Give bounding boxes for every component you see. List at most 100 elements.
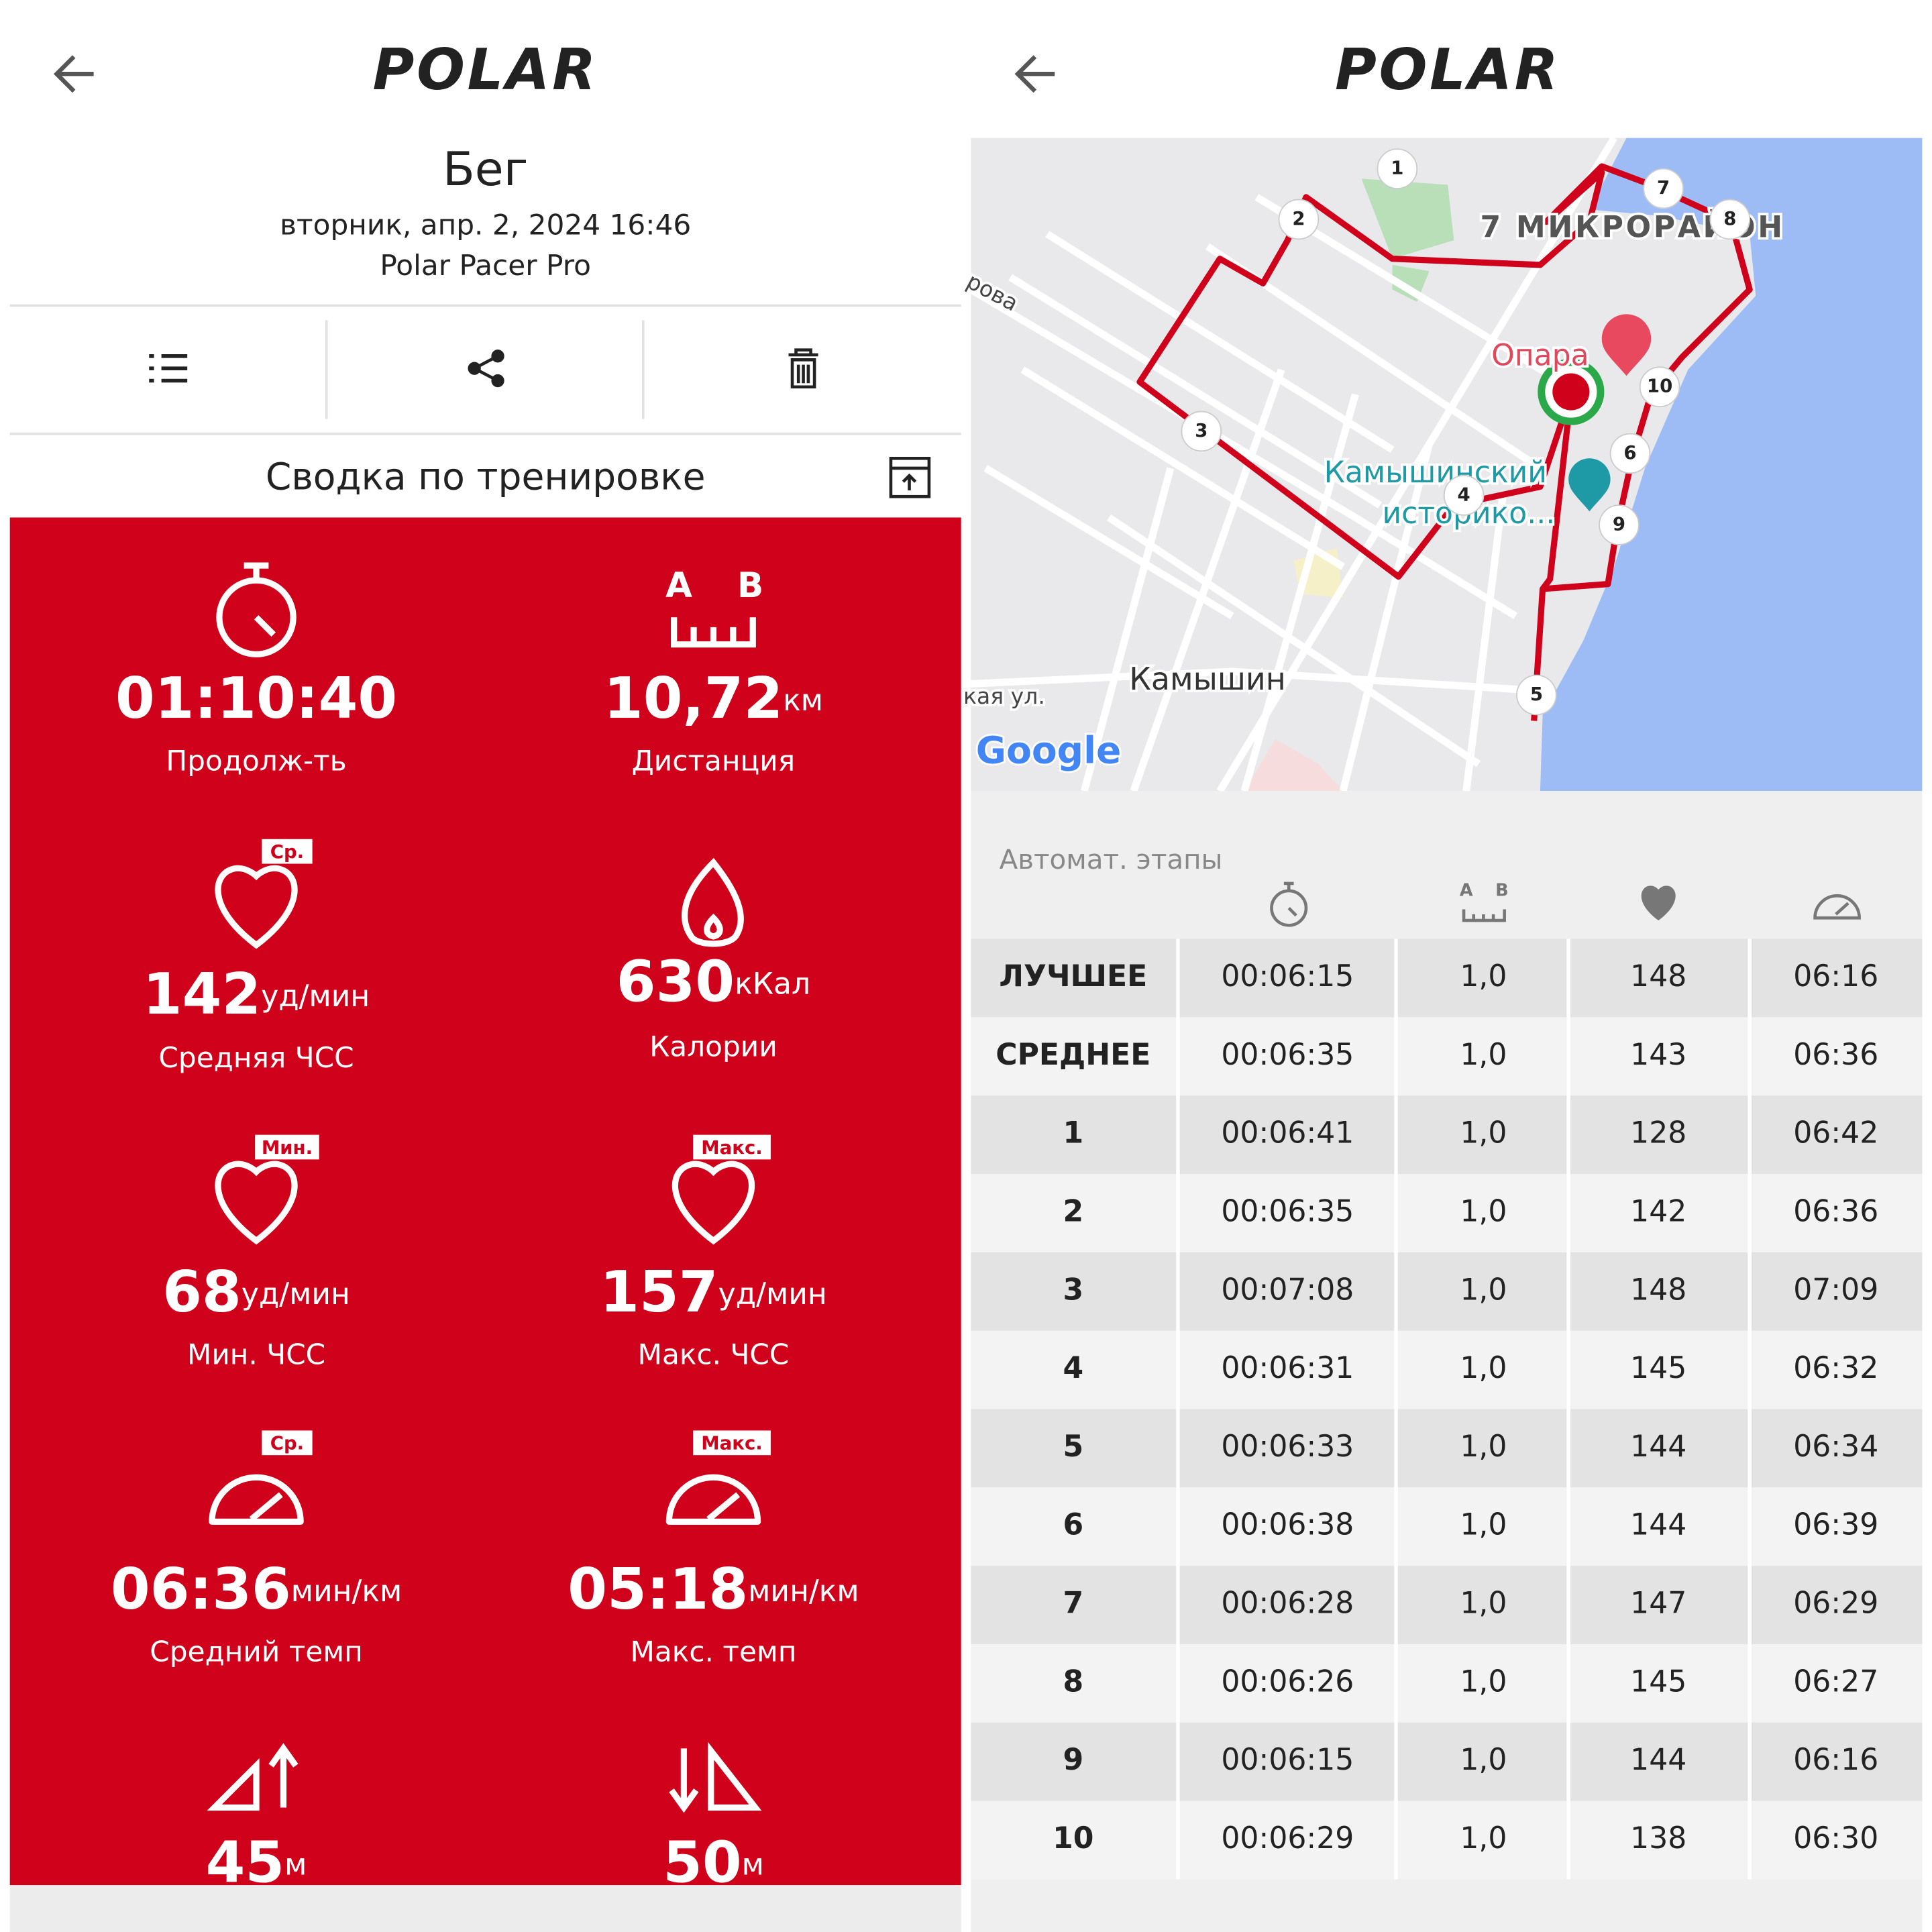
- badge: Ср.: [270, 841, 304, 863]
- stat-value: 45м: [206, 1830, 307, 1896]
- lap-marker-label: 8: [1723, 208, 1736, 229]
- lap-cell: 3: [1063, 1273, 1083, 1307]
- lap-cell: 1,0: [1460, 959, 1507, 994]
- heart-icon: [215, 1161, 298, 1245]
- lap-cell: 145: [1630, 1351, 1686, 1385]
- lap-cell: 06:32: [1793, 1351, 1878, 1385]
- lap-marker-label: 2: [1292, 208, 1305, 229]
- pace-needle: [706, 1492, 741, 1522]
- lap-cell: 00:06:35: [1221, 1038, 1354, 1072]
- lap-row: [971, 1644, 1923, 1723]
- map[interactable]: [969, 136, 1923, 794]
- lap-cell: 6: [1063, 1508, 1083, 1542]
- lap-row: [971, 1566, 1923, 1644]
- lap-cell: 8: [1063, 1664, 1083, 1699]
- lap-cell: 06:36: [1793, 1038, 1878, 1072]
- lap-row: [971, 1095, 1923, 1175]
- lap-cell: 138: [1630, 1821, 1686, 1856]
- lap-cell: 1,0: [1460, 1273, 1507, 1307]
- list-button[interactable]: [149, 354, 188, 383]
- stat-tile: 45м: [206, 1743, 307, 1896]
- lap-marker: [1609, 433, 1651, 474]
- lap-marker-label: 9: [1613, 513, 1625, 535]
- stat-tile: Макс. 157уд/мин Макс. ЧСС: [600, 1134, 827, 1371]
- stat-unit: м: [742, 1848, 764, 1882]
- lap-cell: 00:06:29: [1221, 1821, 1354, 1856]
- stat-label: Продолж-ть: [166, 744, 346, 777]
- lap-cell: 06:16: [1793, 1743, 1878, 1777]
- lap-row: [971, 1017, 1923, 1096]
- stat-label: Макс. темп: [630, 1635, 796, 1668]
- lap-marker-label: 4: [1457, 484, 1470, 505]
- lap-row: [971, 1487, 1923, 1566]
- lap-cell: 1,0: [1460, 1194, 1507, 1228]
- stat-unit: уд/мин: [241, 1277, 350, 1311]
- pace-needle: [249, 1492, 283, 1522]
- stat-tile: 630кКал Калории: [616, 857, 810, 1063]
- stat-number: 157: [600, 1259, 718, 1325]
- delete-button[interactable]: [788, 348, 818, 389]
- lap-cell: ЛУЧШЕЕ: [999, 959, 1147, 994]
- activity-title: Бег: [443, 142, 528, 197]
- lap-marker: [1181, 411, 1222, 452]
- lap-cell: 06:39: [1793, 1508, 1878, 1542]
- ascent-icon: [207, 1743, 299, 1811]
- lap-marker: [1709, 199, 1751, 240]
- laps-title: Автомат. этапы: [1000, 843, 1223, 875]
- device-name: Polar Pacer Pro: [380, 249, 591, 282]
- stat-value: 06:36мин/км: [111, 1556, 402, 1622]
- stat-label: Макс. ЧСС: [638, 1338, 790, 1371]
- lap-cell: 00:06:28: [1221, 1587, 1354, 1621]
- logo: POLAR: [373, 37, 598, 103]
- lap-cell: 00:06:31: [1221, 1351, 1354, 1385]
- stat-tile: Макс. 05:18мин/км Макс. темп: [568, 1430, 859, 1668]
- export-button[interactable]: [889, 456, 931, 498]
- back-button[interactable]: [53, 55, 94, 93]
- back-button[interactable]: [1014, 55, 1055, 93]
- heart-rate-icon: [1641, 885, 1676, 921]
- lap-row: [971, 938, 1923, 1018]
- badge: Ср.: [270, 1433, 304, 1454]
- lap-marker-label: 7: [1657, 177, 1670, 199]
- stat-number: 50: [663, 1830, 742, 1896]
- stat-label: Дистанция: [632, 744, 795, 777]
- lap-row: [971, 1174, 1923, 1252]
- stat-tile: 50м: [663, 1741, 764, 1896]
- lap-cell: 4: [1063, 1351, 1083, 1385]
- lap-cell: 1,0: [1460, 1587, 1507, 1621]
- stat-value: 68уд/мин: [162, 1259, 350, 1325]
- stat-number: 45: [206, 1830, 285, 1896]
- lap-marker: [1639, 366, 1680, 408]
- lap-cell: 00:06:33: [1221, 1430, 1354, 1464]
- lap-cell: 00:06:15: [1221, 959, 1354, 994]
- lap-row: [971, 1252, 1923, 1331]
- stat-value: 630кКал: [616, 949, 810, 1014]
- lap-cell: 00:06:35: [1221, 1194, 1354, 1228]
- duration-icon-top: [244, 562, 276, 637]
- activity-date: вторник, апр. 2, 2024 16:46: [280, 208, 691, 241]
- lap-cell: 1,0: [1460, 1430, 1507, 1464]
- lap-cell: 07:09: [1793, 1273, 1878, 1307]
- stat-tile: Ср. 06:36мин/км Средний темп: [111, 1430, 402, 1668]
- lap-cell: 1,0: [1460, 1743, 1507, 1777]
- pace-icon: [209, 1474, 304, 1525]
- stat-value: 142уд/мин: [143, 961, 370, 1027]
- lap-cell: 06:42: [1793, 1116, 1878, 1150]
- badge-box: [693, 1430, 771, 1456]
- distance-icon-label: A: [1460, 880, 1473, 900]
- lap-cell: 06:29: [1793, 1587, 1878, 1621]
- distance-icon: [1462, 909, 1506, 922]
- logo: POLAR: [1335, 37, 1560, 103]
- lap-cell: 06:30: [1793, 1821, 1878, 1856]
- badge-box: [262, 839, 313, 864]
- stat-tile: A B 10,72км Дистанция: [604, 566, 823, 777]
- footer: [9, 1885, 961, 1932]
- stat-value: 10,72км: [604, 665, 823, 731]
- share-button[interactable]: [468, 350, 504, 388]
- distance-icon-label: B: [1495, 880, 1509, 900]
- lap-cell: 1: [1063, 1116, 1083, 1150]
- stat-label: Мин. ЧСС: [187, 1338, 325, 1371]
- lap-row: [971, 1409, 1923, 1488]
- map-label: кая ул.: [963, 683, 1045, 709]
